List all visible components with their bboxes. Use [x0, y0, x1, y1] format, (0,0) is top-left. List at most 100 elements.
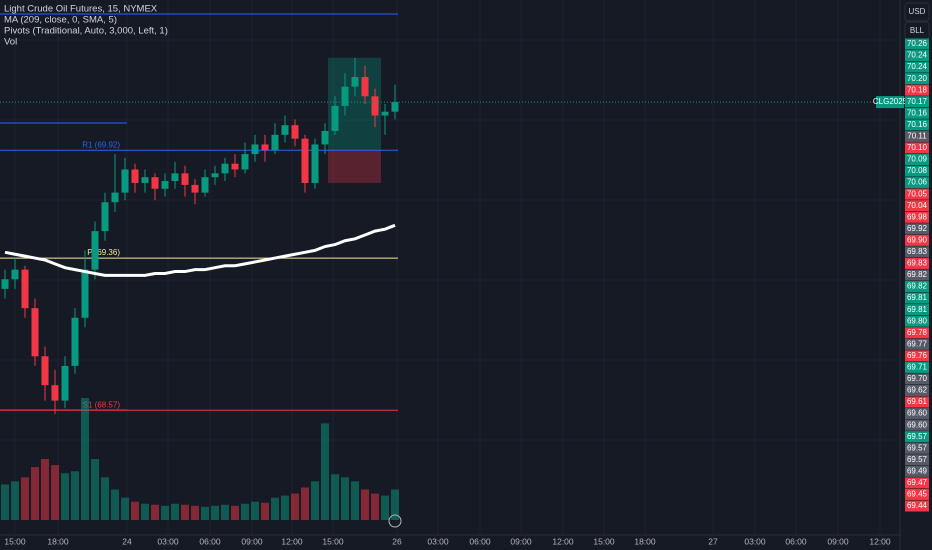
price-tag	[905, 96, 929, 108]
price-label: 69.81	[907, 305, 928, 314]
price-tag	[905, 211, 929, 223]
currency-button[interactable]	[904, 2, 930, 22]
candle-body	[251, 144, 259, 155]
candle-body	[291, 125, 299, 139]
price-label: 69.71	[907, 363, 928, 372]
volume-bar	[291, 493, 299, 520]
price-label: 69.61	[907, 397, 928, 406]
price-tag	[905, 38, 929, 50]
price-label: 69.49	[907, 466, 928, 475]
price-label: 69.60	[907, 409, 928, 418]
candle-body	[71, 317, 79, 366]
price-label: 69.81	[907, 293, 928, 302]
price-label: 70.04	[907, 201, 928, 210]
price-tag	[905, 234, 929, 246]
time-label: 15:00	[322, 536, 344, 546]
volume-bar	[261, 502, 269, 520]
volume-bar	[51, 465, 59, 520]
candle-body	[391, 102, 399, 112]
price-label: 69.45	[907, 490, 928, 499]
price-tag	[905, 477, 929, 489]
candle-body	[11, 269, 19, 280]
price-tag	[905, 454, 929, 466]
candle-body	[51, 385, 59, 401]
price-label: 70.10	[907, 143, 928, 152]
candle-body	[271, 134, 279, 151]
price-label: 69.77	[907, 339, 928, 348]
price-label: 69.76	[907, 351, 928, 360]
volume-bar	[371, 493, 379, 520]
price-tag	[905, 292, 929, 304]
price-tag	[905, 442, 929, 454]
price-label: 70.20	[907, 74, 928, 83]
candle-body	[21, 269, 29, 309]
candle-body	[301, 138, 309, 183]
price-tag	[905, 165, 929, 177]
volume-bar	[381, 495, 389, 520]
volume-bar	[111, 489, 119, 520]
volume-bar	[81, 398, 89, 520]
candle-body	[181, 173, 189, 185]
volume-bar	[211, 505, 219, 520]
time-label: 26	[392, 536, 402, 546]
time-label: 03:00	[427, 536, 449, 546]
price-tag	[905, 257, 929, 269]
candle-body	[201, 177, 209, 193]
price-label: 70.16	[907, 120, 928, 129]
candle-body	[261, 144, 269, 151]
price-tag	[905, 269, 929, 281]
price-tag	[905, 130, 929, 142]
volume-bar	[201, 506, 209, 520]
price-tag	[905, 361, 929, 373]
time-label: 18:00	[634, 536, 656, 546]
candle-body	[81, 269, 89, 318]
volume-bar	[71, 471, 79, 520]
price-tag	[905, 246, 929, 258]
time-label: 12:00	[281, 536, 303, 546]
candle-body	[221, 163, 229, 174]
candle-body	[381, 111, 389, 116]
price-tag	[905, 223, 929, 235]
volume-bar	[61, 473, 69, 520]
volume-bar	[351, 481, 359, 520]
candle-body	[371, 96, 379, 116]
candle-body	[361, 77, 369, 97]
volume-bar	[271, 497, 279, 520]
price-label: 69.80	[907, 316, 928, 325]
volume-bar	[361, 489, 369, 520]
price-tag	[905, 396, 929, 408]
time-label: 12:00	[552, 536, 574, 546]
price-tag	[905, 177, 929, 189]
volume-bar	[311, 481, 319, 520]
price-label: 70.06	[907, 178, 928, 187]
unit-text: BLL	[910, 26, 925, 35]
volume-bar	[221, 504, 229, 520]
volume-bar	[21, 477, 29, 520]
time-label: 18:00	[47, 536, 69, 546]
legend-line: Vol	[4, 37, 17, 48]
price-tag	[905, 338, 929, 350]
time-label: 09:00	[241, 536, 263, 546]
price-tag	[905, 373, 929, 385]
price-tag	[905, 119, 929, 131]
volume-bar	[151, 504, 159, 520]
stop-zone	[328, 150, 381, 183]
candle-body	[241, 154, 249, 170]
time-label: 15:00	[4, 536, 26, 546]
candle-body	[321, 130, 329, 145]
legend-line: MA (209, close, 0, SMA, 5)	[4, 15, 117, 26]
price-label: 70.24	[907, 51, 928, 60]
volume-bar	[241, 503, 249, 520]
candle-body	[61, 365, 69, 401]
price-label: 69.92	[907, 224, 928, 233]
time-label: 12:00	[869, 536, 891, 546]
time-label: 03:00	[157, 536, 179, 546]
volume-bar	[391, 489, 399, 520]
candle-body	[31, 308, 39, 357]
price-tag	[905, 315, 929, 327]
volume-bar	[11, 481, 19, 520]
volume-bar	[1, 484, 9, 520]
price-label: 69.57	[907, 443, 928, 452]
volume-bar	[331, 474, 339, 520]
